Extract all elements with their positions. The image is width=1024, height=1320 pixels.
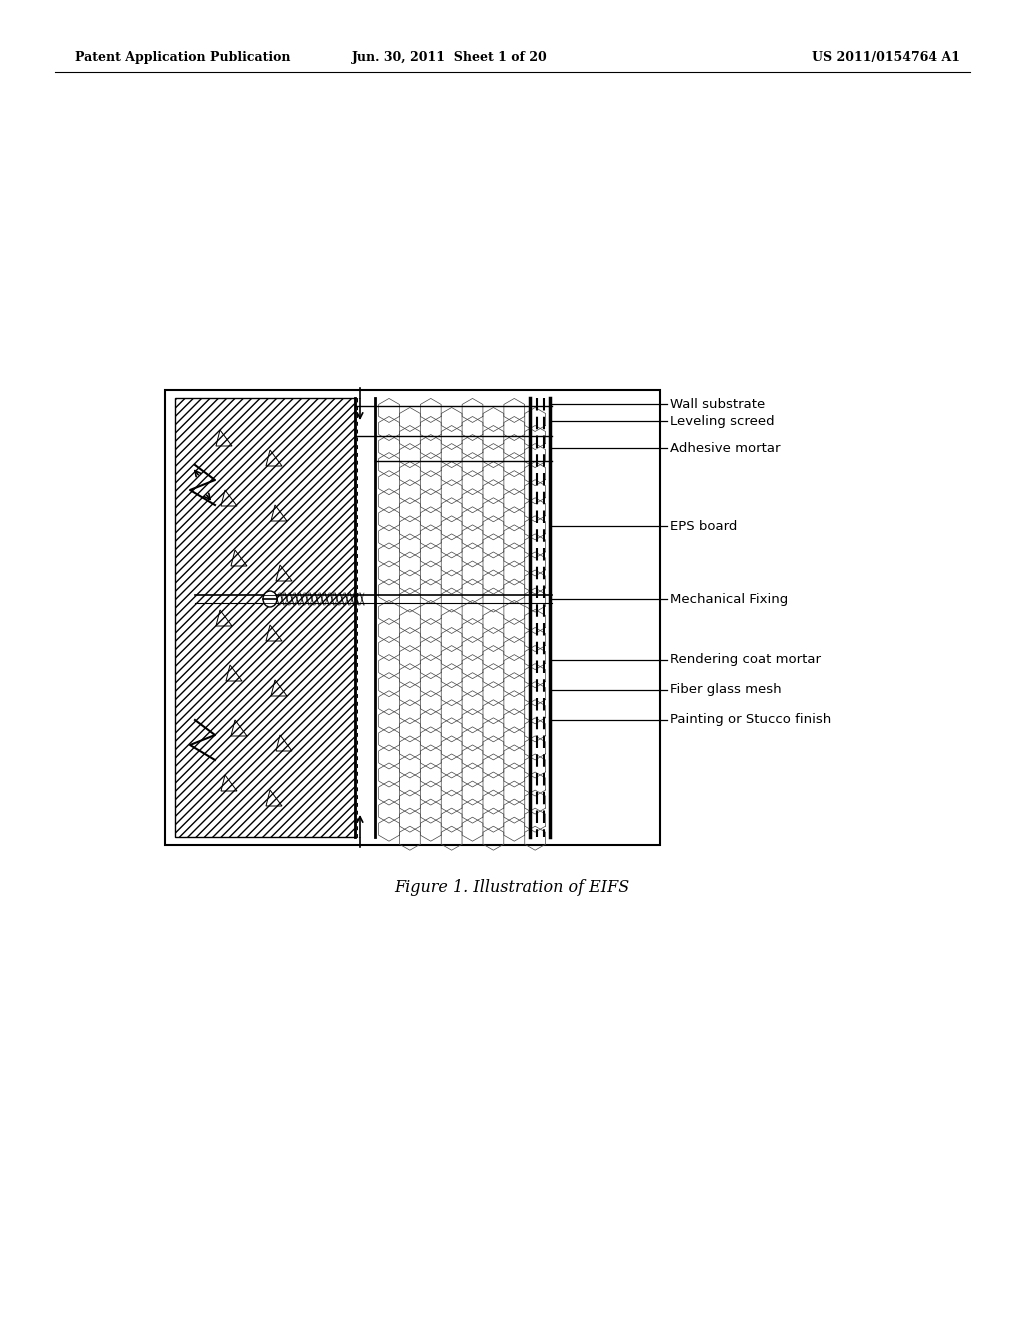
- Text: Rendering coat mortar: Rendering coat mortar: [670, 653, 821, 667]
- Text: Fiber glass mesh: Fiber glass mesh: [670, 684, 781, 697]
- Text: Mechanical Fixing: Mechanical Fixing: [670, 593, 788, 606]
- Text: Wall substrate: Wall substrate: [670, 397, 765, 411]
- Text: EPS board: EPS board: [670, 520, 737, 532]
- Bar: [375, 399, 530, 601]
- Bar: [175, 399, 355, 837]
- Ellipse shape: [263, 591, 278, 607]
- Text: Painting or Stucco finish: Painting or Stucco finish: [670, 714, 831, 726]
- Bar: [165, 389, 660, 845]
- Text: Adhesive mortar: Adhesive mortar: [670, 441, 780, 454]
- Text: Patent Application Publication: Patent Application Publication: [75, 51, 291, 65]
- Bar: [375, 601, 530, 837]
- Text: Leveling screed: Leveling screed: [670, 414, 774, 428]
- Text: US 2011/0154764 A1: US 2011/0154764 A1: [812, 51, 961, 65]
- Text: Figure 1. Illustration of EIFS: Figure 1. Illustration of EIFS: [394, 879, 630, 896]
- Text: Jun. 30, 2011  Sheet 1 of 20: Jun. 30, 2011 Sheet 1 of 20: [352, 51, 548, 65]
